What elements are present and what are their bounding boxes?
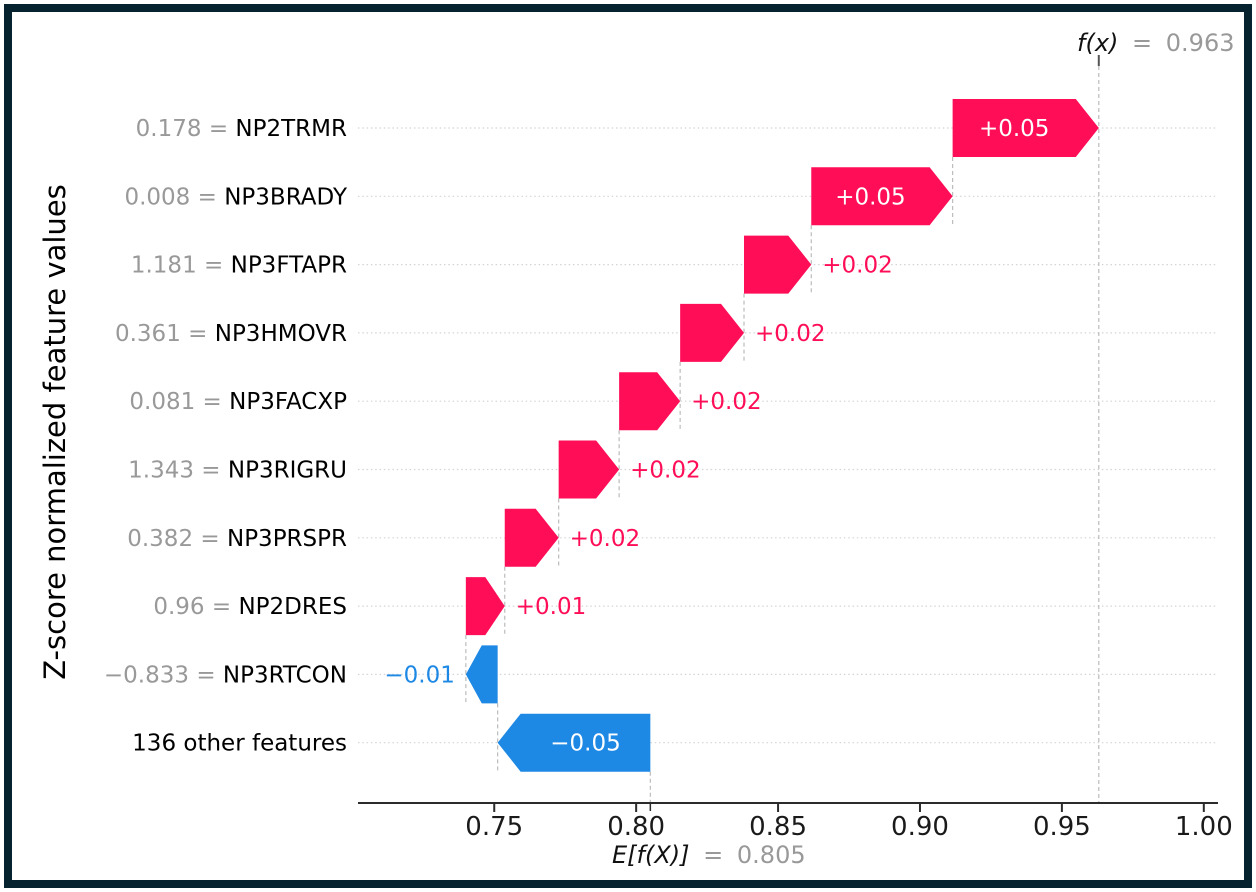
feature-value: 0.008 = bbox=[124, 184, 224, 210]
feature-label: 0.382 = NP3PRSPR bbox=[127, 526, 347, 552]
bar-value-label: +0.02 bbox=[755, 321, 825, 347]
feature-name: NP3PRSPR bbox=[227, 526, 347, 552]
feature-value: −0.833 = bbox=[104, 662, 223, 688]
bar-value-label: −0.01 bbox=[384, 662, 454, 688]
feature-label: 0.96 = NP2DRES bbox=[153, 594, 347, 620]
x-tick-label: 0.85 bbox=[749, 812, 807, 842]
x-tick-label: 0.95 bbox=[1033, 812, 1091, 842]
bar-value-label: +0.01 bbox=[516, 594, 586, 620]
feature-label: −0.833 = NP3RTCON bbox=[104, 662, 347, 688]
feature-name: NP3HMOVR bbox=[215, 321, 347, 347]
waterfall-bar bbox=[465, 645, 498, 704]
bar-value-label: +0.02 bbox=[630, 458, 700, 484]
feature-label: 1.181 = NP3FTAPR bbox=[131, 253, 347, 279]
feature-name: NP2DRES bbox=[238, 594, 347, 620]
feature-value: 0.178 = bbox=[136, 116, 236, 142]
waterfall-bar bbox=[619, 372, 681, 431]
feature-value: 0.081 = bbox=[129, 389, 229, 415]
waterfall-bar bbox=[811, 167, 953, 226]
waterfall-bar bbox=[952, 99, 1099, 157]
feature-label: 0.081 = NP3FACXP bbox=[129, 389, 347, 415]
x-tick-label: 0.80 bbox=[607, 812, 665, 842]
bar-value-label: +0.05 bbox=[979, 116, 1049, 142]
feature-value: 1.343 = bbox=[128, 458, 228, 484]
feature-value: 0.96 = bbox=[153, 594, 238, 620]
bar-value-label: +0.02 bbox=[691, 389, 761, 415]
expected-value-annotation: E[f(X)] = 0.805 bbox=[612, 841, 806, 869]
feature-name: NP3RIGRU bbox=[228, 458, 347, 484]
bar-value-label: +0.05 bbox=[835, 184, 905, 210]
waterfall-bar bbox=[744, 235, 812, 294]
feature-label: 0.178 = NP2TRMR bbox=[136, 116, 347, 142]
feature-label: 1.343 = NP3RIGRU bbox=[128, 458, 347, 484]
feature-label: 0.008 = NP3BRADY bbox=[124, 184, 347, 210]
feature-name: NP2TRMR bbox=[235, 116, 347, 142]
fx-math-text: f(x) bbox=[1077, 29, 1119, 57]
ex-math-text: E[f(X)] bbox=[612, 841, 690, 869]
waterfall-bar bbox=[558, 440, 620, 499]
feature-value: 1.181 = bbox=[131, 253, 231, 279]
x-tick-label: 0.75 bbox=[465, 812, 523, 842]
feature-name: 136 other features bbox=[132, 731, 347, 757]
feature-name: NP3FACXP bbox=[229, 389, 347, 415]
x-tick-label: 0.90 bbox=[891, 812, 949, 842]
bar-value-label: +0.02 bbox=[570, 526, 640, 552]
feature-name: NP3RTCON bbox=[223, 662, 347, 688]
waterfall-bar bbox=[504, 508, 559, 567]
feature-value: 0.361 = bbox=[115, 321, 215, 347]
bar-value-label: −0.05 bbox=[550, 731, 620, 757]
x-tick-label: 1.00 bbox=[1175, 812, 1233, 842]
waterfall-bar bbox=[680, 303, 745, 362]
feature-name: NP3FTAPR bbox=[231, 253, 347, 279]
fx-annotation: f(x) = 0.963 bbox=[1077, 29, 1235, 57]
fx-equals: = bbox=[1132, 29, 1153, 57]
waterfall-bar bbox=[465, 577, 505, 636]
fx-value: 0.963 bbox=[1165, 29, 1235, 57]
ex-equals: = bbox=[703, 841, 724, 869]
bar-value-label: +0.02 bbox=[822, 253, 892, 279]
feature-value: 0.382 = bbox=[127, 526, 227, 552]
y-axis-label: Z-score normalized feature values bbox=[38, 184, 72, 680]
feature-label: 0.361 = NP3HMOVR bbox=[115, 321, 347, 347]
waterfall-bar bbox=[497, 713, 651, 772]
ex-value: 0.805 bbox=[736, 841, 806, 869]
feature-label: 136 other features bbox=[132, 731, 347, 757]
feature-name: NP3BRADY bbox=[224, 184, 348, 210]
